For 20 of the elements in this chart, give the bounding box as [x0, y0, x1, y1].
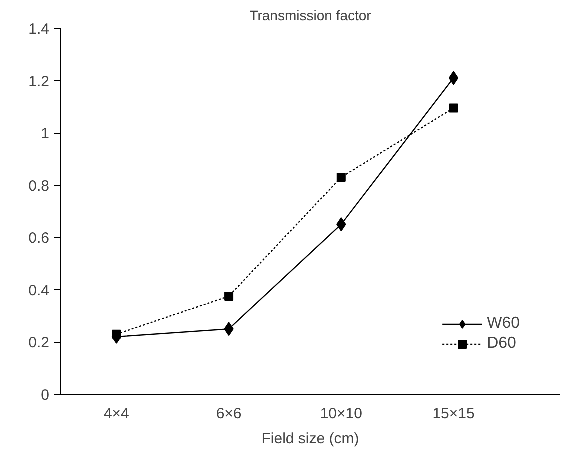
x-axis-title: Field size (cm): [262, 430, 360, 448]
legend-label: D60: [487, 335, 516, 353]
y-tick-label: 0.6: [28, 230, 50, 248]
y-tick-label: 0.2: [28, 334, 50, 352]
point: [336, 173, 346, 182]
y-tick-label: 0: [41, 387, 50, 404]
x-tick-label: 15×15: [432, 406, 475, 422]
point: [448, 71, 459, 86]
point: [224, 292, 234, 301]
y-tick-label: 1.4: [28, 21, 50, 38]
chart-title: Transmission factor: [250, 8, 372, 24]
x-tick-label: 4×4: [104, 406, 130, 422]
y-tick-label: 0.8: [28, 178, 50, 195]
x-tick-label: 6×6: [216, 406, 242, 422]
y-tick-label: 1: [41, 126, 50, 143]
x-tick-label: 10×10: [320, 406, 362, 422]
point: [449, 104, 458, 113]
y-tick-label: 0.4: [28, 282, 50, 300]
legend-label: W60: [487, 315, 520, 333]
y-tick-label: 1.2: [28, 73, 50, 90]
